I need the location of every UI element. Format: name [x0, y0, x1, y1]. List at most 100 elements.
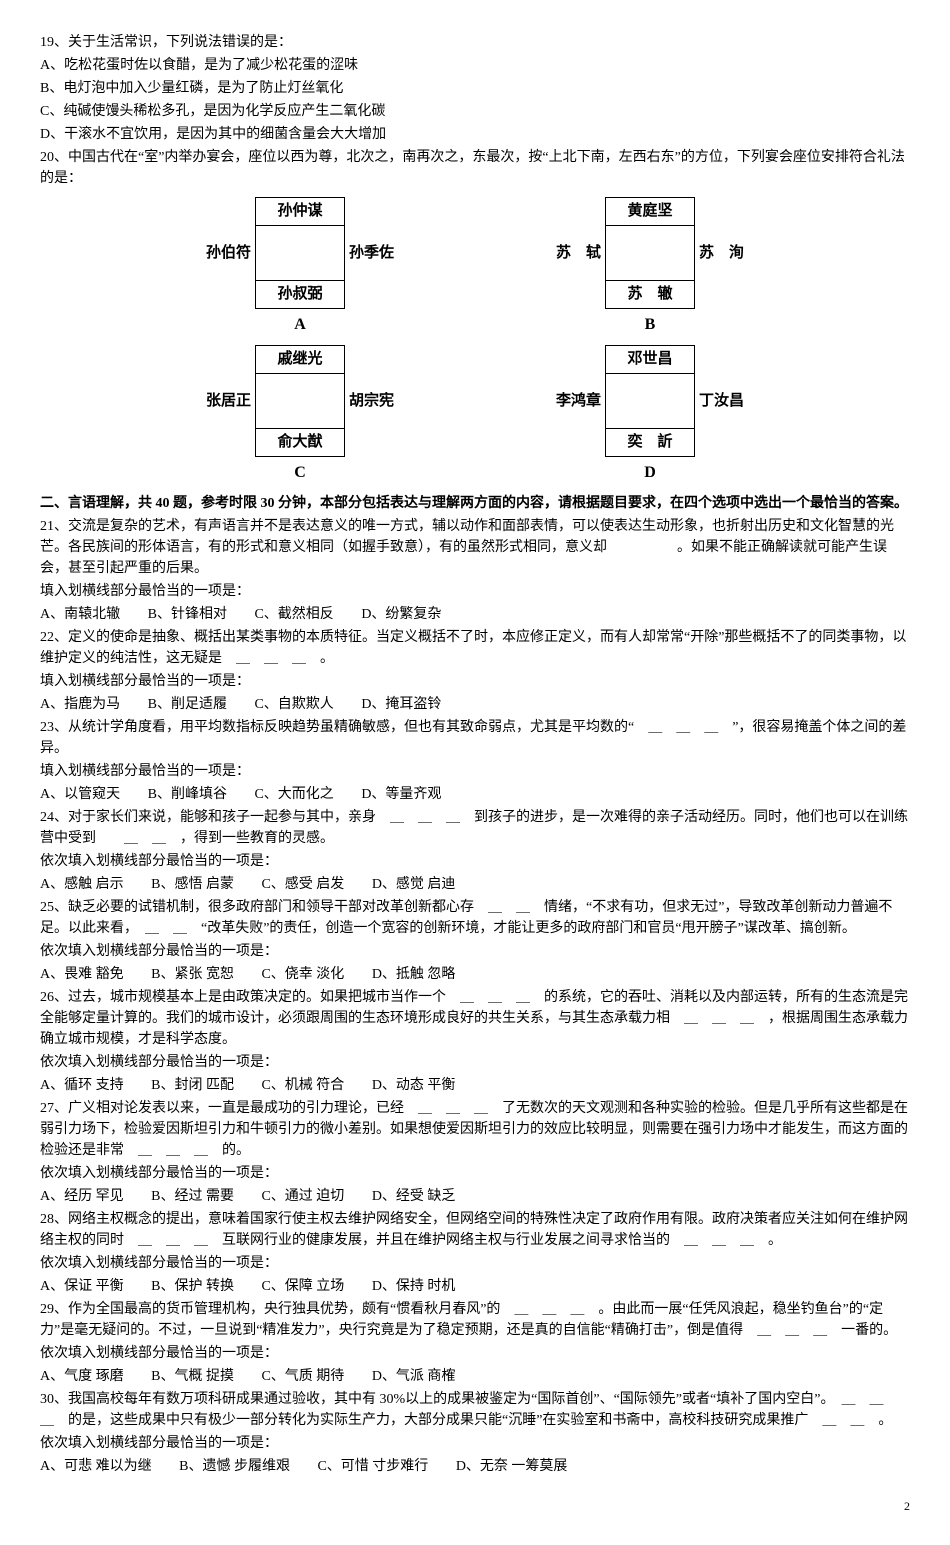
q22-C: C、自欺欺人	[254, 697, 333, 712]
q26-prompt: 依次填入划横线部分最恰当的一项是：	[40, 1052, 910, 1073]
q23-D: D、等量齐观	[361, 787, 441, 802]
seating-D: 邓世昌 李鸿章 丁汝昌 奕 訢 D	[535, 345, 765, 485]
q19-optC: C、纯碱使馒头稀松多孔，是因为化学反应产生二氧化碳	[40, 101, 910, 122]
seating-row-2: 戚继光 张居正 胡宗宪 俞大猷 C 邓世昌 李鸿章 丁汝昌 奕 訢 D	[40, 345, 910, 485]
q30-stem: 30、我国高校每年有数万项科研成果通过验收，其中有 30%以上的成果被鉴定为“国…	[40, 1389, 910, 1431]
section2-title: 二、言语理解，共 40 题，参考时限 30 分钟，本部分包括表达与理解两方面的内…	[40, 493, 910, 514]
q22-A: A、指鹿为马	[40, 697, 120, 712]
q30-C: C、可惜 寸步难行	[317, 1459, 428, 1474]
seating-C: 戚继光 张居正 胡宗宪 俞大猷 C	[185, 345, 415, 485]
seatB-bottom: 苏 辙	[605, 281, 695, 309]
q25-stem: 25、缺乏必要的试错机制，很多政府部门和领导干部对改革创新都心存 ＿ ＿ 情绪，…	[40, 897, 910, 939]
q23-A: A、以管窥天	[40, 787, 120, 802]
q30-A: A、可悲 难以为继	[40, 1459, 152, 1474]
q21-prompt: 填入划横线部分最恰当的一项是：	[40, 581, 910, 602]
q27-options: A、经历 罕见 B、经过 需要 C、通过 迫切 D、经受 缺乏	[40, 1186, 910, 1207]
q26-D: D、动态 平衡	[372, 1078, 456, 1093]
q30-options: A、可悲 难以为继 B、遗憾 步履维艰 C、可惜 寸步难行 D、无奈 一筹莫展	[40, 1456, 910, 1477]
seatC-top: 戚继光	[255, 345, 345, 373]
q25-options: A、畏难 豁免 B、紧张 宽恕 C、侥幸 淡化 D、抵触 忽略	[40, 964, 910, 985]
q20-stem: 20、中国古代在“室”内举办宴会，座位以西为尊，北次之，南再次之，东最次，按“上…	[40, 147, 910, 189]
seatB-right: 苏 洵	[695, 225, 765, 281]
seatA-bottom: 孙叔弼	[255, 281, 345, 309]
q27-C: C、通过 迫切	[261, 1189, 344, 1204]
q26-B: B、封闭 匹配	[151, 1078, 234, 1093]
q19-optB: B、电灯泡中加入少量红磷，是为了防止灯丝氧化	[40, 78, 910, 99]
q22-B: B、削足适履	[148, 697, 227, 712]
q30-B: B、遗憾 步履维艰	[179, 1459, 290, 1474]
q25-A: A、畏难 豁免	[40, 967, 124, 982]
q27-B: B、经过 需要	[151, 1189, 234, 1204]
q29-C: C、气质 期待	[261, 1369, 344, 1384]
q22-options: A、指鹿为马 B、削足适履 C、自欺欺人 D、掩耳盗铃	[40, 694, 910, 715]
seatB-label: B	[645, 313, 656, 337]
q29-stem: 29、作为全国最高的货币管理机构，央行独具优势，颇有“惯看秋月春风”的 ＿ ＿ …	[40, 1299, 910, 1341]
q21-A: A、南辕北辙	[40, 607, 120, 622]
q25-D: D、抵触 忽略	[372, 967, 456, 982]
q29-prompt: 依次填入划横线部分最恰当的一项是：	[40, 1343, 910, 1364]
q27-stem: 27、广义相对论发表以来，一直是最成功的引力理论，已经 ＿ ＿ ＿ 了无数次的天…	[40, 1098, 910, 1161]
q25-prompt: 依次填入划横线部分最恰当的一项是：	[40, 941, 910, 962]
seatD-top: 邓世昌	[605, 345, 695, 373]
seating-A: 孙仲谋 孙伯符 孙季佐 孙叔弼 A	[185, 197, 415, 337]
seatB-top: 黄庭坚	[605, 197, 695, 225]
q23-C: C、大而化之	[254, 787, 333, 802]
q26-stem: 26、过去，城市规模基本上是由政策决定的。如果把城市当作一个 ＿ ＿ ＿ 的系统…	[40, 987, 910, 1050]
q27-A: A、经历 罕见	[40, 1189, 124, 1204]
q30-D: D、无奈 一筹莫展	[456, 1459, 568, 1474]
q24-B: B、感悟 启蒙	[151, 877, 234, 892]
q28-A: A、保证 平衡	[40, 1279, 124, 1294]
q26-C: C、机械 符合	[261, 1078, 344, 1093]
q24-C: C、感受 启发	[261, 877, 344, 892]
q27-D: D、经受 缺乏	[372, 1189, 456, 1204]
q28-B: B、保护 转换	[151, 1279, 234, 1294]
q19-optD: D、干滚水不宜饮用，是因为其中的细菌含量会大大增加	[40, 124, 910, 145]
q24-options: A、感触 启示 B、感悟 启蒙 C、感受 启发 D、感觉 启迪	[40, 874, 910, 895]
q21-C: C、截然相反	[254, 607, 333, 622]
q25-C: C、侥幸 淡化	[261, 967, 344, 982]
q28-C: C、保障 立场	[261, 1279, 344, 1294]
q24-A: A、感触 启示	[40, 877, 124, 892]
seatA-left: 孙伯符	[185, 225, 255, 281]
seating-row-1: 孙仲谋 孙伯符 孙季佐 孙叔弼 A 黄庭坚 苏 轼 苏 洵 苏 辙 B	[40, 197, 910, 337]
q23-options: A、以管窥天 B、削峰填谷 C、大而化之 D、等量齐观	[40, 784, 910, 805]
seatD-label: D	[644, 461, 656, 485]
q21-B: B、针锋相对	[148, 607, 227, 622]
seatC-right: 胡宗宪	[345, 373, 415, 429]
page-number: 2	[40, 1497, 910, 1515]
seatA-top: 孙仲谋	[255, 197, 345, 225]
q23-prompt: 填入划横线部分最恰当的一项是：	[40, 761, 910, 782]
q29-A: A、气度 琢磨	[40, 1369, 124, 1384]
q25-B: B、紧张 宽恕	[151, 967, 234, 982]
q19-optA: A、吃松花蛋时佐以食醋，是为了减少松花蛋的涩味	[40, 55, 910, 76]
q28-D: D、保持 时机	[372, 1279, 456, 1294]
seatD-right: 丁汝昌	[695, 373, 765, 429]
q28-stem: 28、网络主权概念的提出，意味着国家行使主权去维护网络安全，但网络空间的特殊性决…	[40, 1209, 910, 1251]
q28-options: A、保证 平衡 B、保护 转换 C、保障 立场 D、保持 时机	[40, 1276, 910, 1297]
seatC-left: 张居正	[185, 373, 255, 429]
q21-stem: 21、交流是复杂的艺术，有声语言并不是表达意义的唯一方式，辅以动作和面部表情，可…	[40, 516, 910, 579]
q26-options: A、循环 支持 B、封闭 匹配 C、机械 符合 D、动态 平衡	[40, 1075, 910, 1096]
q23-B: B、削峰填谷	[148, 787, 227, 802]
seatA-right: 孙季佐	[345, 225, 415, 281]
q26-A: A、循环 支持	[40, 1078, 124, 1093]
q19-stem: 19、关于生活常识，下列说法错误的是：	[40, 32, 910, 53]
q23-stem: 23、从统计学角度看，用平均数指标反映趋势虽精确敏感，但也有其致命弱点，尤其是平…	[40, 717, 910, 759]
seatB-left: 苏 轼	[535, 225, 605, 281]
q24-prompt: 依次填入划横线部分最恰当的一项是：	[40, 851, 910, 872]
seating-B: 黄庭坚 苏 轼 苏 洵 苏 辙 B	[535, 197, 765, 337]
q24-stem: 24、对于家长们来说，能够和孩子一起参与其中，亲身 ＿ ＿ ＿ 到孩子的进步，是…	[40, 807, 910, 849]
seatA-label: A	[294, 313, 306, 337]
q22-D: D、掩耳盗铃	[361, 697, 441, 712]
seatD-bottom: 奕 訢	[605, 429, 695, 457]
q22-stem: 22、定义的使命是抽象、概括出某类事物的本质特征。当定义概括不了时，本应修正定义…	[40, 627, 910, 669]
q27-prompt: 依次填入划横线部分最恰当的一项是：	[40, 1163, 910, 1184]
q22-prompt: 填入划横线部分最恰当的一项是：	[40, 671, 910, 692]
q30-prompt: 依次填入划横线部分最恰当的一项是：	[40, 1433, 910, 1454]
q21-D: D、纷繁复杂	[361, 607, 441, 622]
q29-D: D、气派 商榷	[372, 1369, 456, 1384]
q28-prompt: 依次填入划横线部分最恰当的一项是：	[40, 1253, 910, 1274]
q29-B: B、气概 捉摸	[151, 1369, 234, 1384]
q24-D: D、感觉 启迪	[372, 877, 456, 892]
seatC-bottom: 俞大猷	[255, 429, 345, 457]
